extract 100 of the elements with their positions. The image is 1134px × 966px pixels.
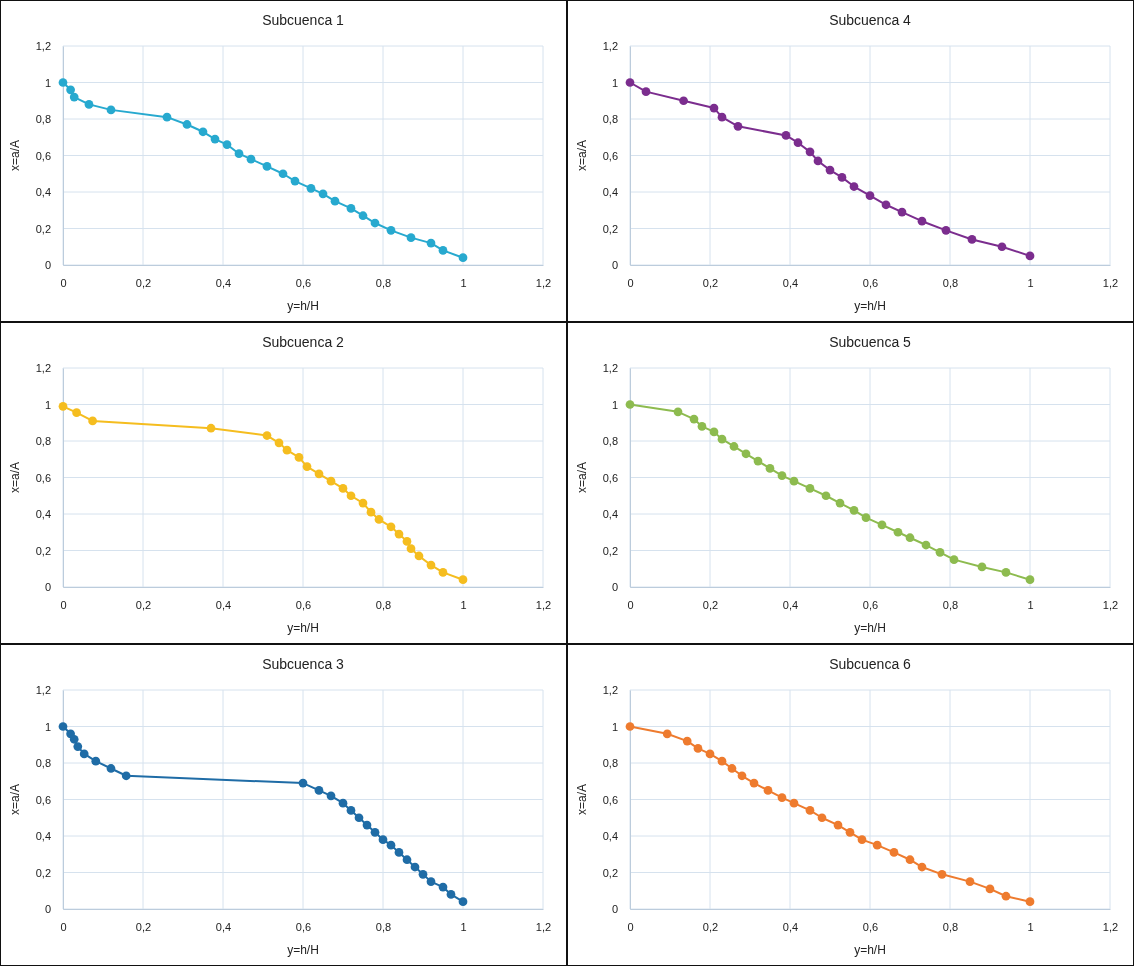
y-tick-label: 0,4 — [35, 508, 51, 521]
point — [1001, 891, 1011, 901]
point — [84, 100, 94, 109]
x-axis-title: y=h/H — [854, 299, 886, 313]
y-tick-label: 0,8 — [602, 113, 618, 126]
x-axis-title: y=h/H — [287, 299, 319, 313]
point — [849, 182, 859, 191]
x-tick-label: 1 — [460, 598, 467, 611]
x-tick-label: 0,4 — [215, 920, 232, 933]
point — [625, 78, 635, 87]
x-tick-label: 0,2 — [702, 920, 719, 933]
point — [426, 238, 436, 248]
point — [893, 527, 903, 537]
y-tick-label: 1 — [44, 398, 51, 411]
point — [306, 183, 316, 193]
point — [1025, 897, 1035, 907]
point — [821, 491, 831, 501]
x-tick-label: 0 — [60, 276, 67, 289]
point — [833, 820, 843, 830]
point — [298, 778, 308, 788]
x-tick-label: 0,6 — [862, 276, 879, 289]
point — [326, 476, 336, 486]
point — [689, 414, 699, 424]
point — [438, 882, 448, 892]
x-tick-label: 0,8 — [375, 920, 392, 933]
chart-title: Subcuenca 1 — [262, 12, 345, 28]
y-tick-label: 0,6 — [602, 149, 618, 162]
point — [410, 862, 420, 872]
point — [777, 471, 787, 481]
point — [872, 840, 882, 850]
point — [825, 165, 835, 175]
x-tick-label: 0,4 — [215, 598, 232, 611]
point — [793, 138, 803, 148]
point — [737, 771, 747, 781]
chart-title: Subcuenca 3 — [262, 656, 345, 672]
y-tick-label: 0,2 — [35, 222, 51, 235]
point — [278, 169, 288, 179]
chart-title: Subcuenca 4 — [829, 12, 912, 28]
point — [917, 216, 927, 226]
y-tick-label: 1,2 — [35, 362, 51, 375]
y-tick-label: 0,6 — [602, 471, 618, 484]
point — [426, 877, 436, 886]
point — [881, 200, 891, 210]
point — [977, 562, 987, 572]
point — [406, 544, 416, 554]
point — [446, 890, 456, 899]
y-tick-label: 0,4 — [35, 830, 51, 843]
x-tick-label: 0 — [60, 598, 67, 611]
x-tick-label: 1,2 — [535, 276, 552, 289]
point — [330, 196, 340, 206]
point — [121, 771, 131, 781]
x-tick-label: 0,8 — [375, 276, 392, 289]
point — [817, 813, 827, 823]
y-tick-label: 0,2 — [602, 544, 618, 557]
y-tick-label: 0 — [611, 581, 618, 594]
point — [162, 112, 172, 122]
point — [845, 827, 855, 837]
point — [66, 85, 75, 95]
point — [967, 235, 977, 244]
point — [294, 453, 304, 462]
point — [210, 134, 220, 144]
point — [198, 127, 208, 137]
y-axis-title: x=a/A — [575, 461, 589, 494]
x-tick-label: 1 — [460, 276, 467, 289]
point — [849, 505, 859, 515]
point — [805, 806, 815, 815]
x-axis-title: y=h/H — [287, 943, 319, 957]
chart-title: Subcuenca 5 — [829, 334, 912, 350]
point — [394, 848, 404, 857]
y-tick-label: 1,2 — [602, 684, 618, 697]
point — [354, 813, 364, 823]
point — [917, 862, 927, 872]
point — [406, 233, 416, 242]
point — [662, 729, 672, 739]
point — [222, 140, 232, 149]
point — [1025, 251, 1035, 261]
point — [426, 560, 436, 570]
y-tick-label: 1 — [44, 76, 51, 89]
point — [358, 498, 368, 508]
y-tick-label: 1 — [611, 398, 618, 411]
x-tick-label: 1,2 — [1102, 920, 1119, 933]
y-tick-label: 0,2 — [602, 866, 618, 879]
point — [897, 207, 907, 217]
point — [79, 749, 89, 759]
y-tick-label: 0,4 — [602, 830, 618, 843]
y-tick-label: 0 — [44, 259, 51, 272]
y-tick-label: 1,2 — [602, 40, 618, 53]
x-tick-label: 1 — [1027, 920, 1034, 933]
point — [182, 120, 192, 129]
point — [386, 840, 396, 850]
point — [58, 78, 68, 87]
point — [106, 105, 116, 115]
x-tick-label: 0,4 — [782, 598, 799, 611]
point — [889, 848, 899, 857]
point — [813, 156, 823, 166]
x-tick-label: 0 — [60, 920, 67, 933]
x-tick-label: 1,2 — [535, 598, 552, 611]
point — [69, 92, 79, 102]
y-tick-label: 0,2 — [35, 544, 51, 557]
point — [905, 533, 915, 543]
